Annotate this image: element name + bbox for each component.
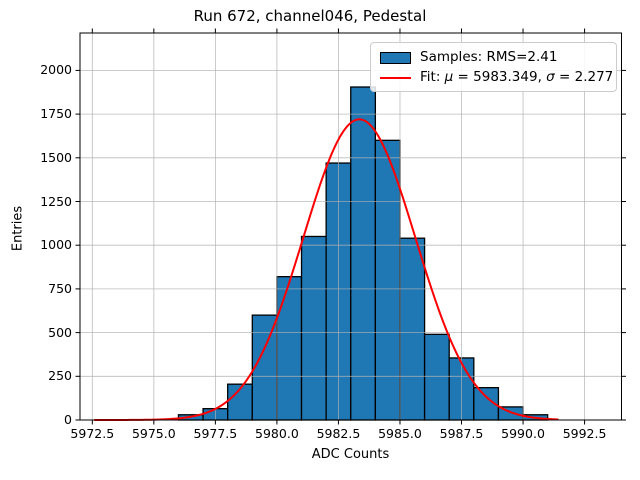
x-axis-label: ADC Counts: [311, 447, 390, 462]
y-tick-label: 1500: [40, 149, 72, 165]
legend-fit-sigma-value: = 2.277: [554, 69, 614, 85]
x-tick-label: 5982.5: [316, 426, 361, 441]
histogram-bar: [251, 314, 278, 421]
legend-fit-sigma-symbol: σ: [546, 69, 555, 85]
legend-fit-label: Fit: μ = 5983.349, σ = 2.277: [420, 68, 613, 87]
histogram-bar: [374, 139, 401, 421]
y-tick-label: 2000: [40, 62, 72, 78]
x-tick-label: 5972.5: [70, 426, 115, 441]
y-tick-label: 500: [48, 324, 72, 340]
legend-samples-label: Samples: RMS=2.41: [420, 49, 558, 65]
y-tick-label: 250: [48, 368, 72, 384]
x-tick-label: 5975.0: [131, 426, 176, 441]
legend-item-fit: Fit: μ = 5983.349, σ = 2.277: [380, 68, 613, 87]
histogram-bar: [399, 237, 426, 421]
x-tick-label: 5977.5: [193, 426, 238, 441]
y-axis-label: Entries: [10, 205, 26, 252]
y-tick-label: 1750: [40, 106, 72, 122]
y-tick-label: 1000: [40, 237, 72, 253]
histogram-bar: [276, 276, 303, 421]
x-tick-label: 5987.5: [439, 426, 484, 441]
chart-title: Run 672, channel046, Pedestal: [193, 7, 427, 25]
fit-line-swatch-icon: [380, 76, 411, 79]
y-tick-label: 1250: [40, 193, 72, 209]
legend-item-samples: Samples: RMS=2.41: [380, 48, 607, 67]
axes-spines: [79, 32, 622, 421]
gaussian-fit-curve: [93, 118, 559, 421]
x-tick-label: 5992.5: [562, 426, 607, 441]
y-tick-label: 0: [64, 412, 72, 427]
legend-fit-mu-symbol: μ: [444, 69, 454, 85]
histogram-bar: [300, 235, 327, 421]
histogram-swatch-icon: [380, 51, 411, 64]
histogram-bar: [423, 333, 450, 421]
legend-fit-mu-value: = 5983.349,: [453, 69, 547, 85]
x-tick-label: 5980.0: [255, 426, 299, 441]
x-tick-label: 5985.0: [378, 426, 422, 441]
legend: Samples: RMS=2.41 Fit: μ = 5983.349, σ =…: [370, 42, 617, 92]
y-tick-label: 750: [48, 280, 72, 296]
legend-fit-prefix: Fit:: [420, 69, 445, 85]
histogram-bar: [350, 86, 377, 421]
x-tick-label: 5990.0: [501, 426, 545, 441]
